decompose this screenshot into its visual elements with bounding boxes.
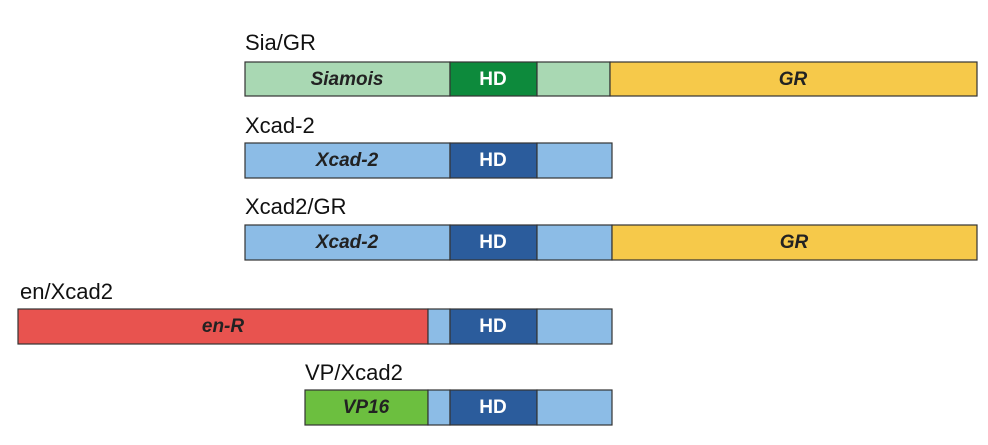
domain [536, 308, 613, 345]
construct-label: Xcad2/GR [245, 194, 347, 219]
domain [536, 61, 611, 97]
domain [536, 389, 613, 426]
domain-label: HD [479, 150, 506, 171]
domain [449, 389, 538, 426]
domain [17, 308, 429, 345]
domain [536, 142, 613, 179]
domain-label: HD [479, 397, 506, 418]
construct-label: VP/Xcad2 [305, 360, 403, 385]
domain [244, 224, 451, 261]
domain-label: GR [780, 232, 809, 253]
domain-label: HD [479, 316, 506, 337]
domain-label: HD [479, 232, 506, 253]
domain-label: GR [779, 69, 808, 90]
domain [449, 308, 538, 345]
domain [427, 308, 451, 345]
domain [449, 61, 538, 97]
domain-label: HD [479, 69, 506, 90]
construct-label: Xcad-2 [245, 113, 315, 138]
domain [449, 142, 538, 179]
domain [609, 61, 978, 97]
domain-label: Siamois [311, 69, 384, 90]
construct-label: Sia/GR [245, 30, 316, 55]
domain [536, 224, 613, 261]
domain [449, 224, 538, 261]
construct-label: en/Xcad2 [20, 279, 113, 304]
domain-label: Xcad-2 [315, 150, 379, 171]
domain-label: VP16 [343, 397, 390, 418]
domain-label: en-R [202, 316, 245, 337]
domain-label: Xcad-2 [315, 232, 379, 253]
domain [244, 61, 451, 97]
domain [611, 224, 978, 261]
domain [427, 389, 451, 426]
